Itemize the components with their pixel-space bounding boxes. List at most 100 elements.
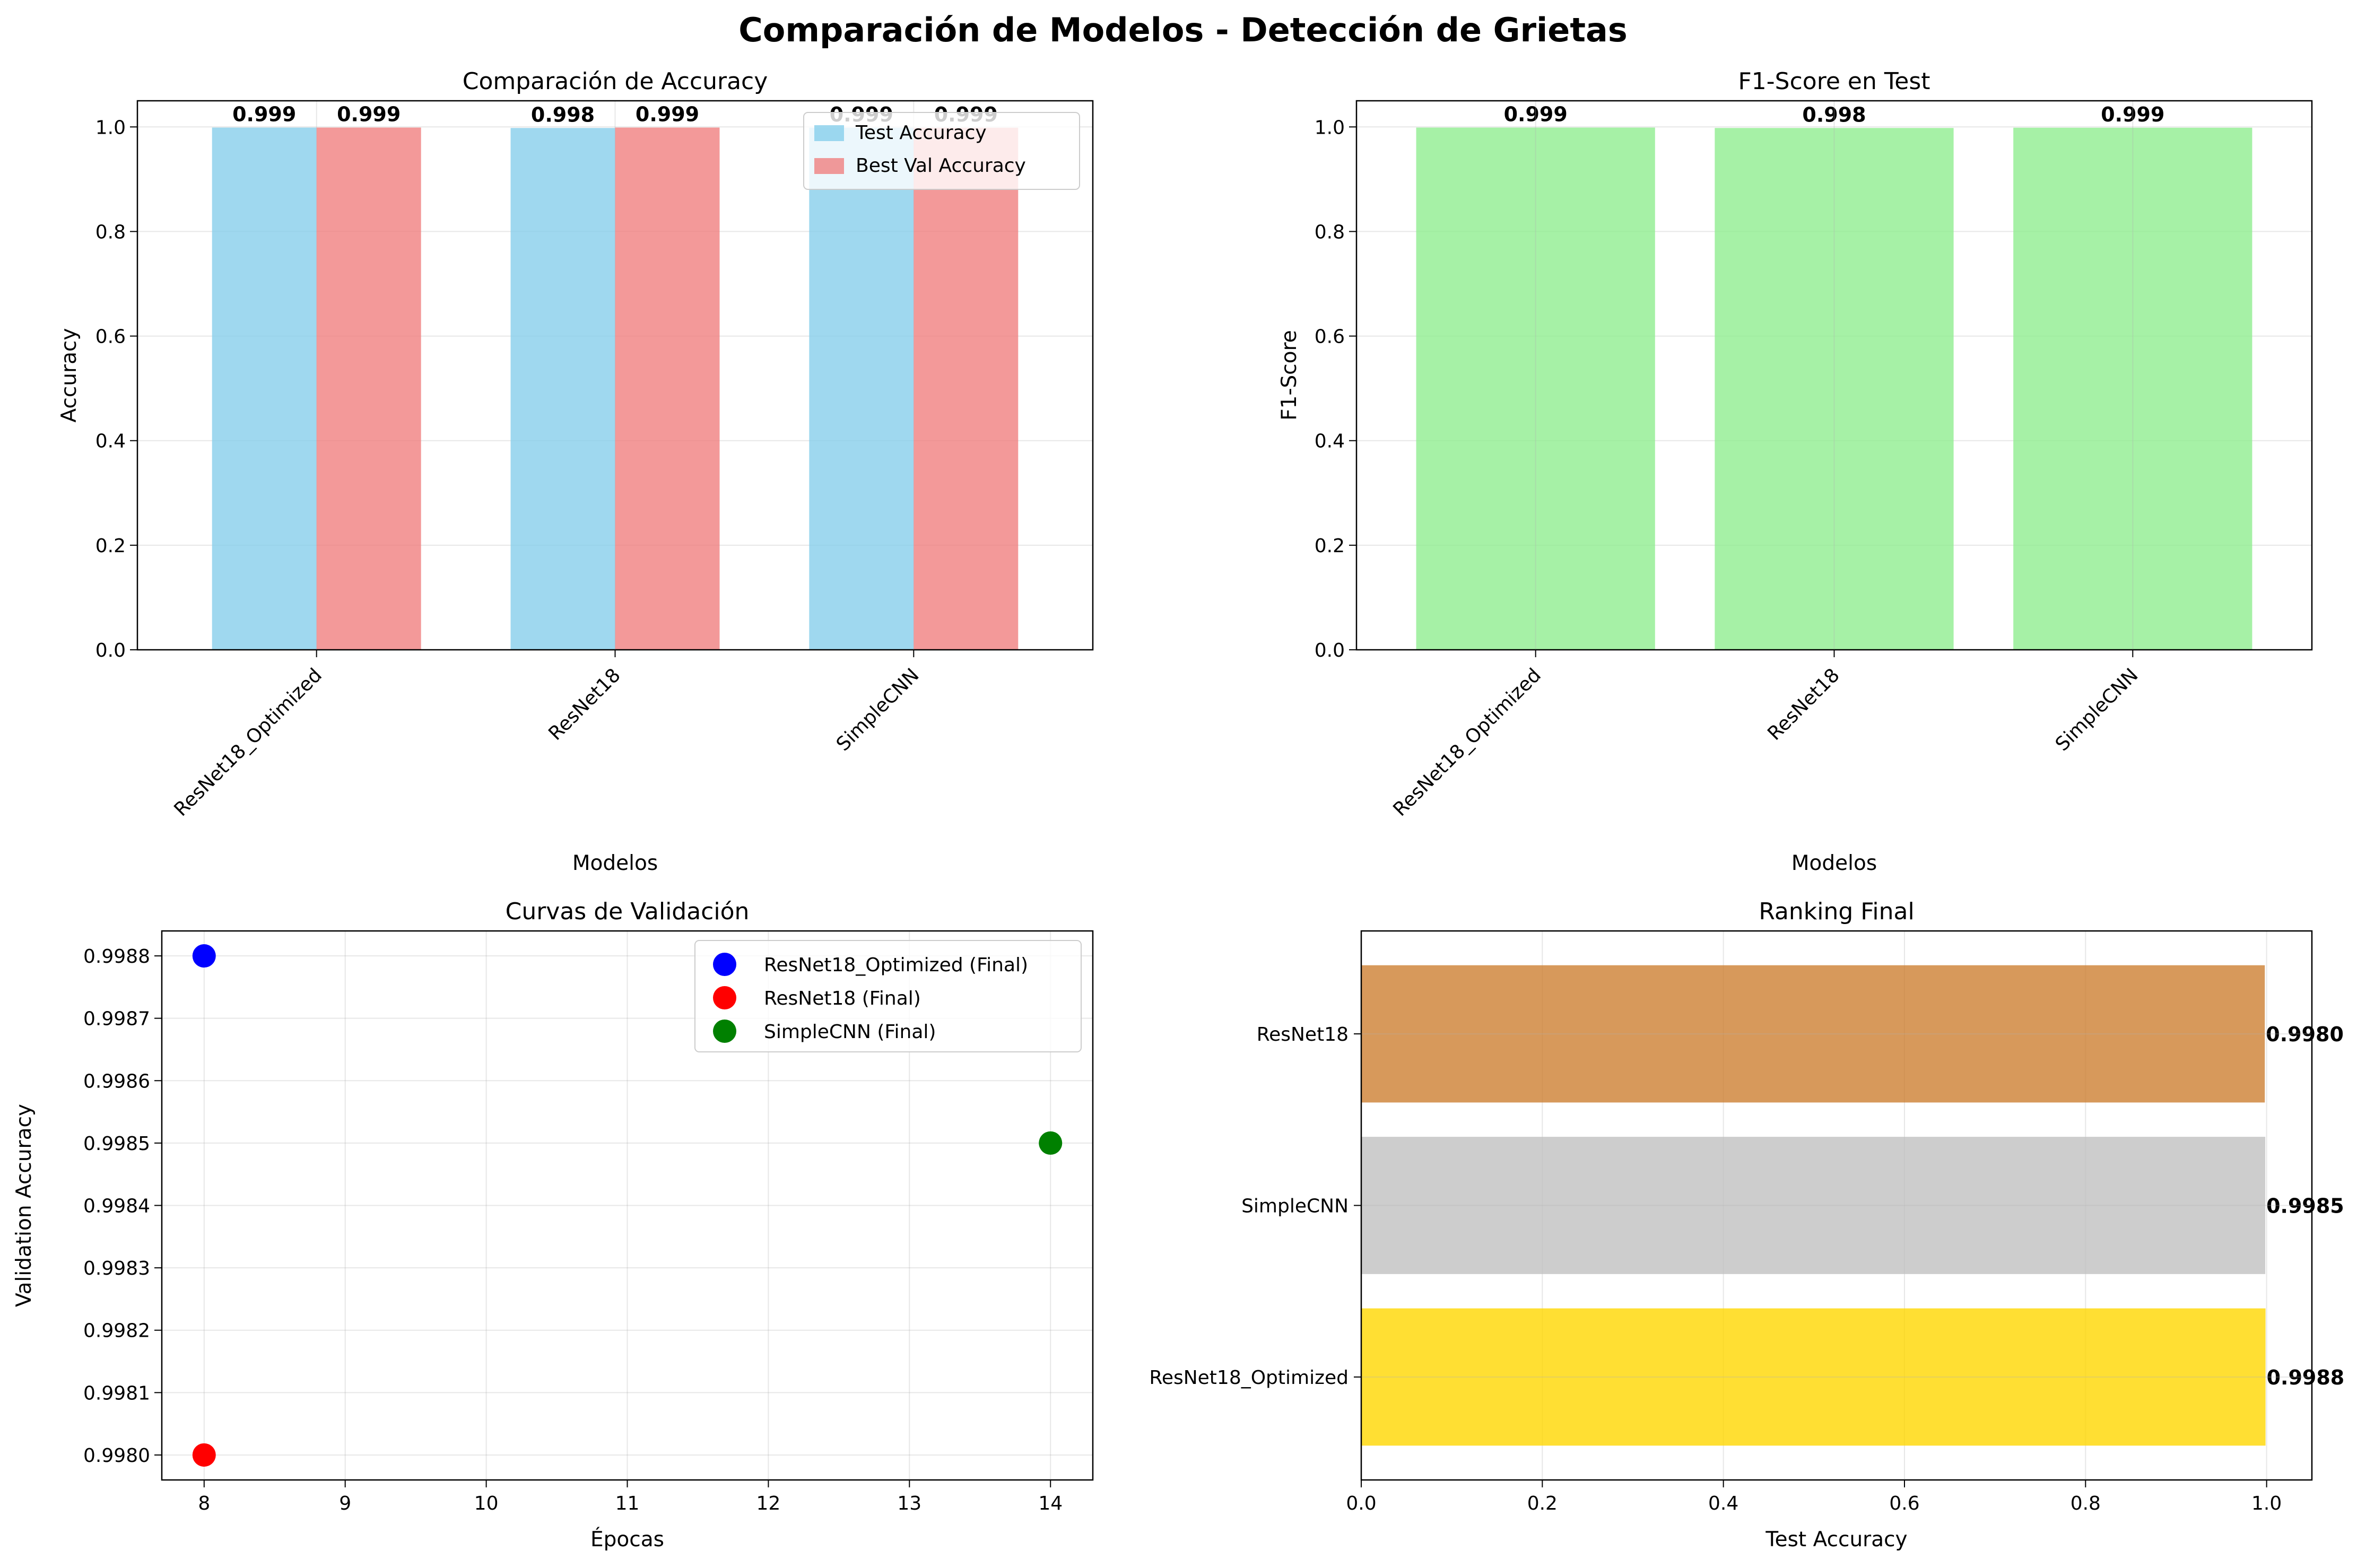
y-tick-label: 1.0 [95,117,126,138]
bar-value-label: 0.9985 [2266,1195,2344,1218]
scatter-point [1039,1131,1063,1155]
x-tick-label: 0.0 [1346,1493,1376,1514]
y-tick-label: 0.4 [1315,431,1345,452]
legend: ResNet18_Optimized (Final) ResNet18 (Fina… [694,940,1082,1052]
accuracy-chart-title: Comparación de Accuracy [463,68,768,95]
x-tick-label: 0.6 [1889,1493,1919,1514]
legend-label: Best Val Accuracy [856,155,1026,177]
ranking-chart-title: Ranking Final [1759,898,1914,925]
x-tick-label: 10 [474,1493,499,1514]
legend-frame [803,112,1080,190]
bar-value-label: 0.999 [636,102,699,126]
x-axis-label: Épocas [590,1527,664,1552]
legend-marker [713,953,736,976]
y-tick-label: 0.9982 [83,1320,150,1342]
x-tick-label: ResNet18 [544,664,625,745]
bar-test-accuracy [212,127,317,650]
y-tick-label: 0.0 [1315,640,1345,661]
y-tick-label: 0.9980 [83,1445,150,1467]
validation-chart-title: Curvas de Validación [506,898,750,925]
x-tick-label: ResNet18_Optimized [170,664,326,821]
legend-swatch [814,125,844,141]
f1-chart: F1-Score en Test 0.0 0.2 0.4 0.6 0.8 1.0 0.999 0… [1277,68,2313,875]
y-tick-label: 0.9988 [83,946,150,968]
y-axis-label: Accuracy [57,328,81,422]
x-tick-label: 12 [756,1493,781,1514]
y-tick-label: 0.9985 [83,1133,150,1155]
x-axis-label: Modelos [572,851,658,875]
bar-value-label: 0.999 [2101,103,2164,126]
y-tick-label: 0.9983 [83,1258,150,1279]
bar-value-label: 0.9988 [2267,1366,2345,1389]
legend-swatch [814,158,844,174]
bar-f1-score [1416,127,1655,650]
legend-frame [694,940,1082,1052]
y-tick-label: 0.0 [95,640,126,661]
x-tick-label: 1.0 [2251,1493,2282,1514]
x-tick-label: ResNet18 [1763,664,1844,745]
x-axis-label: Modelos [1791,851,1877,875]
y-tick-label: 0.8 [95,221,126,243]
x-tick-label: SimpleCNN [832,664,924,755]
x-tick-label: 8 [198,1493,210,1514]
y-tick-label: 0.9987 [83,1008,150,1030]
plot-frame [161,930,1094,1481]
bar-value-label: 0.999 [1504,102,1568,126]
bar-f1-score [2013,127,2252,650]
legend-label: Test Accuracy [855,122,987,144]
bar-test-accuracy [809,127,914,650]
plot-frame [1360,930,2313,1481]
accuracy-chart: Comparación de Accuracy 0.0 0.2 0.4 0.6 0.8 1.… [57,68,1094,875]
x-tick-label: 13 [897,1493,921,1514]
bar-value-label: 0.998 [1802,103,1866,126]
bar-best-val-accuracy [316,127,421,650]
x-axis-label: Test Accuracy [1765,1528,1907,1552]
y-tick-label: 0.2 [1315,535,1345,557]
y-tick-label: 0.9986 [83,1070,150,1092]
plot-frame [1355,100,2313,651]
x-tick-label: ResNet18_Optimized [1389,664,1545,821]
ranking-chart: Ranking Final 0.0 0.2 0.4 0.6 0.8 1.0 0.9988 Res… [1149,898,2344,1552]
y-axis-label: F1-Score [1277,330,1301,421]
y-tick-label: ResNet18_Optimized [1149,1367,1349,1389]
bar-value-label: 0.998 [531,103,595,126]
x-tick-label: 9 [339,1493,351,1514]
figure-title: Comparación de Modelos - Detección de Gr… [738,11,1627,49]
bar-value-label: 0.9980 [2266,1023,2344,1046]
bar-value-label: 0.999 [232,102,296,126]
x-tick-label: SimpleCNN [2051,664,2143,755]
x-tick-label: 0.8 [2071,1493,2101,1514]
bar-test-accuracy [510,128,615,650]
legend-label: ResNet18_Optimized (Final) [764,954,1028,976]
f1-chart-title: F1-Score en Test [1738,68,1930,95]
y-tick-label: 0.6 [95,326,126,348]
legend-label: SimpleCNN (Final) [764,1021,936,1043]
y-axis-label: Validation Accuracy [12,1104,36,1307]
x-tick-label: 11 [615,1493,640,1514]
y-tick-label: SimpleCNN [1241,1196,1349,1217]
bar-ranking [1361,1308,2266,1446]
bar-f1-score [1715,128,1954,650]
bar-ranking [1361,1137,2266,1274]
scatter-point [192,1443,216,1467]
bar-value-label: 0.999 [337,102,401,126]
y-tick-label: ResNet18 [1257,1024,1349,1046]
legend-marker [713,1020,736,1043]
y-tick-label: 0.9984 [83,1196,150,1217]
x-tick-label: 0.2 [1527,1493,1558,1514]
y-tick-label: 0.6 [1315,326,1345,348]
x-tick-label: 0.4 [1708,1493,1738,1514]
bar-best-val-accuracy [914,127,1019,650]
bar-best-val-accuracy [615,127,720,650]
legend: Test Accuracy Best Val Accuracy [803,112,1080,190]
y-tick-label: 0.4 [95,431,126,452]
bar-ranking [1361,965,2265,1103]
y-tick-label: 1.0 [1315,117,1345,138]
y-tick-label: 0.2 [95,535,126,557]
legend-label: ResNet18 (Final) [764,988,921,1009]
legend-marker [713,986,736,1009]
plot-frame [136,100,1094,651]
validation-chart: Curvas de Validación 0.9980 0.9981 0.9982 0.… [12,898,1094,1552]
y-tick-label: 0.9981 [83,1382,150,1404]
